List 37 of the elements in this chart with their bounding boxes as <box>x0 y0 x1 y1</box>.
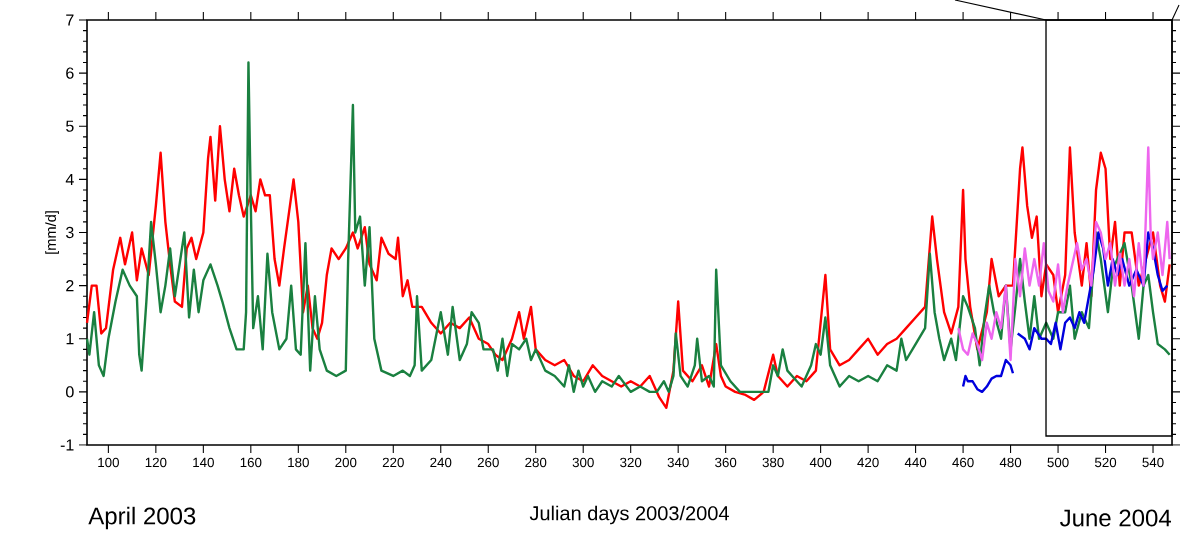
x-tick-label: 400 <box>809 457 832 468</box>
x-tick-label: 260 <box>477 457 499 468</box>
x-tick-label: 480 <box>999 457 1022 468</box>
x-tick-label: 120 <box>145 457 167 468</box>
x-tick-label: 520 <box>1094 457 1117 468</box>
x-tick-label: 420 <box>857 457 879 468</box>
y-tick-label: 1 <box>66 333 74 345</box>
line-series <box>957 146 1171 362</box>
x-axis-title: Julian days 2003/2004 <box>529 505 729 525</box>
x-tick-label: 540 <box>1142 457 1164 468</box>
x-tick-label: 500 <box>1047 457 1069 468</box>
x-tick-label: 340 <box>667 457 689 468</box>
x-tick-label: 140 <box>193 457 214 468</box>
y-tick-label: 3 <box>66 226 74 239</box>
x-tick-label: 280 <box>525 457 547 468</box>
text: April 2003 <box>88 506 196 530</box>
x-tick-label: 240 <box>430 457 452 468</box>
x-tick-label: 200 <box>335 457 357 468</box>
x-tick-label: 380 <box>762 457 784 468</box>
x-tick-label: 320 <box>620 457 642 468</box>
x-tick-label: 360 <box>715 457 737 468</box>
y-tick-label: 7 <box>66 14 74 26</box>
x-tick-label: 160 <box>240 457 262 468</box>
y-tick-label: 5 <box>66 120 74 132</box>
y-axis-title: [mm/d] <box>45 211 59 254</box>
x-tick-label: 180 <box>288 457 309 468</box>
x-tick-label: 220 <box>382 457 404 468</box>
y-tick-label: 0 <box>66 386 74 398</box>
x-tick-label: 460 <box>952 457 974 468</box>
y-tick-label: -1 <box>60 439 74 451</box>
y-tick-label: 4 <box>65 173 74 185</box>
y-tick-label: 2 <box>66 280 74 292</box>
x-tick-label: 440 <box>904 457 927 468</box>
x-tick-label: 300 <box>572 457 594 468</box>
text: June 2004 <box>1060 509 1172 527</box>
x-tick-label: 100 <box>98 457 119 468</box>
y-tick-label: 6 <box>66 67 74 79</box>
